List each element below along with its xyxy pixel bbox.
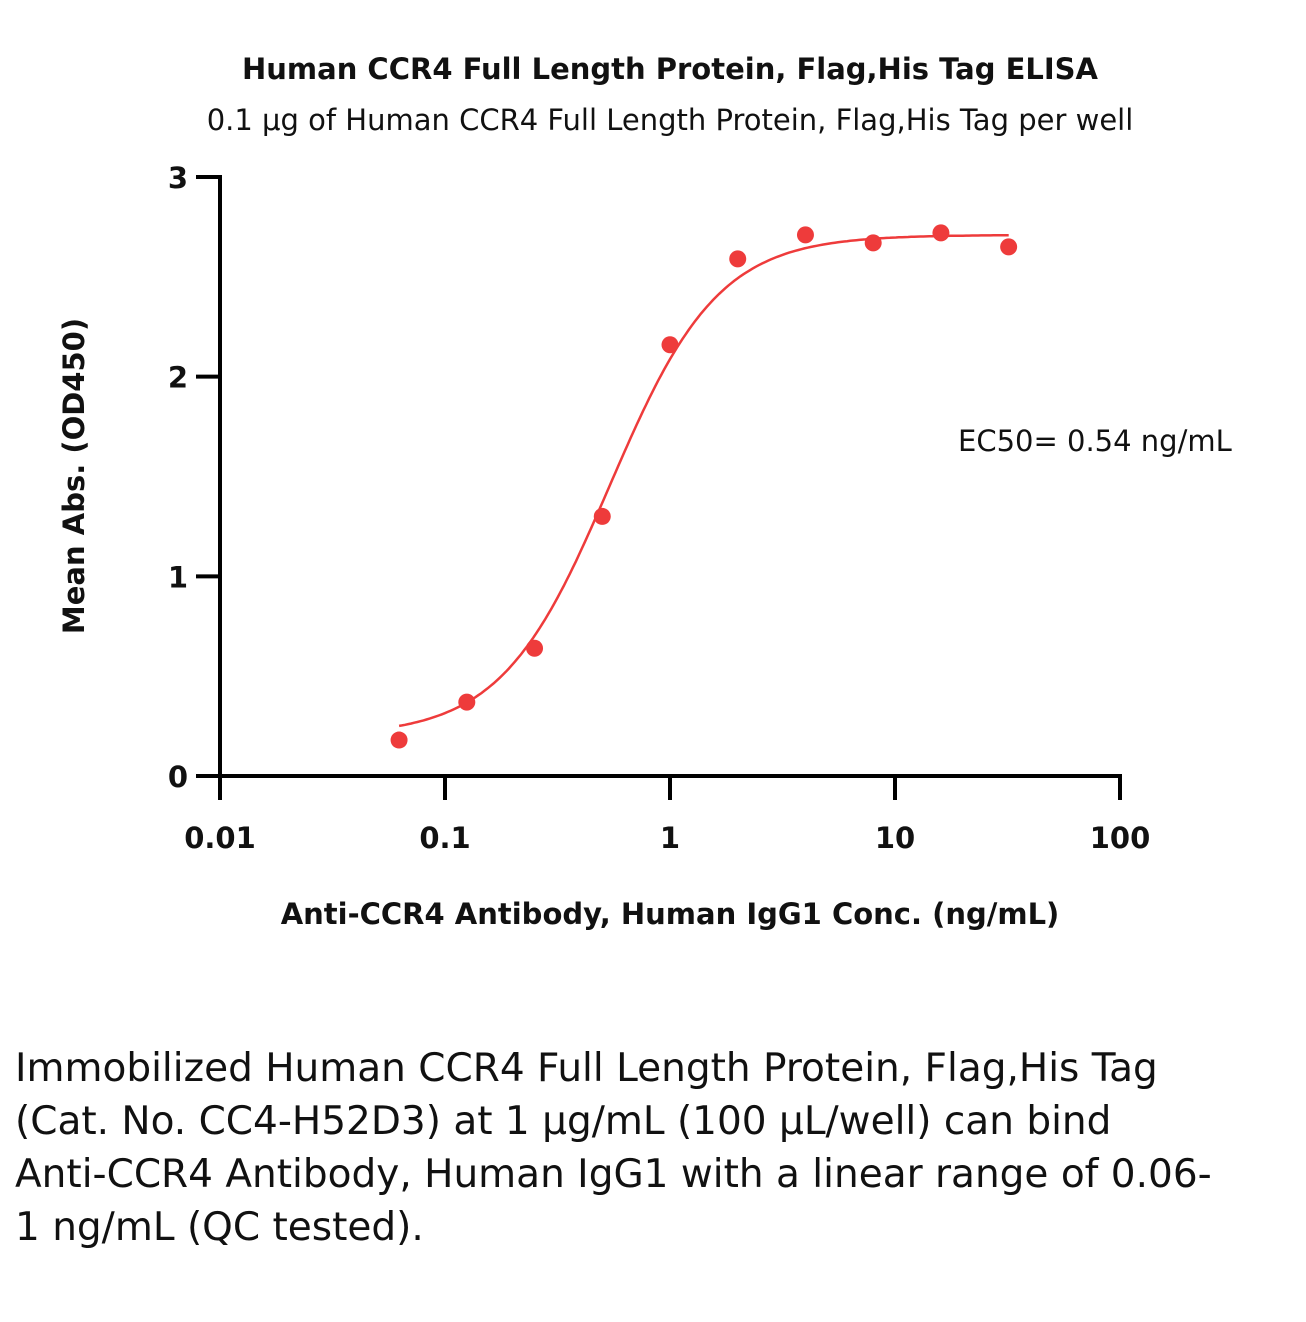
chart-subtitle: 0.1 μg of Human CCR4 Full Length Protein… [207,103,1134,137]
caption-text: Immobilized Human CCR4 Full Length Prote… [15,1046,1212,1250]
x-tick-label: 100 [1090,821,1151,855]
x-tick-label: 10 [875,821,915,855]
data-point [390,731,408,749]
y-tick-label: 1 [168,560,188,594]
chart-title: Human CCR4 Full Length Protein, Flag,His… [242,52,1099,86]
ec50-annotation: EC50= 0.54 ng/mL [958,424,1232,458]
data-point [593,507,611,525]
data-point [1000,238,1018,256]
data-point [932,224,950,242]
y-tick-label: 2 [168,361,188,395]
x-tick-label: 0.1 [419,821,470,855]
x-axis-label: Anti-CCR4 Antibody, Human IgG1 Conc. (ng… [281,897,1060,931]
y-tick-label: 0 [168,760,188,794]
elisa-chart: Human CCR4 Full Length Protein, Flag,His… [57,52,1232,931]
fit-curve [398,233,1009,728]
x-tick-label: 0.01 [184,821,256,855]
y-tick-label: 3 [168,161,188,195]
y-axis-label: Mean Abs. (OD450) [57,318,91,634]
data-point [729,250,747,268]
data-point [458,693,476,711]
data-point [661,336,679,354]
x-tick-label: 1 [660,821,680,855]
data-point [526,639,544,657]
data-point [796,226,814,244]
data-point [864,234,882,252]
